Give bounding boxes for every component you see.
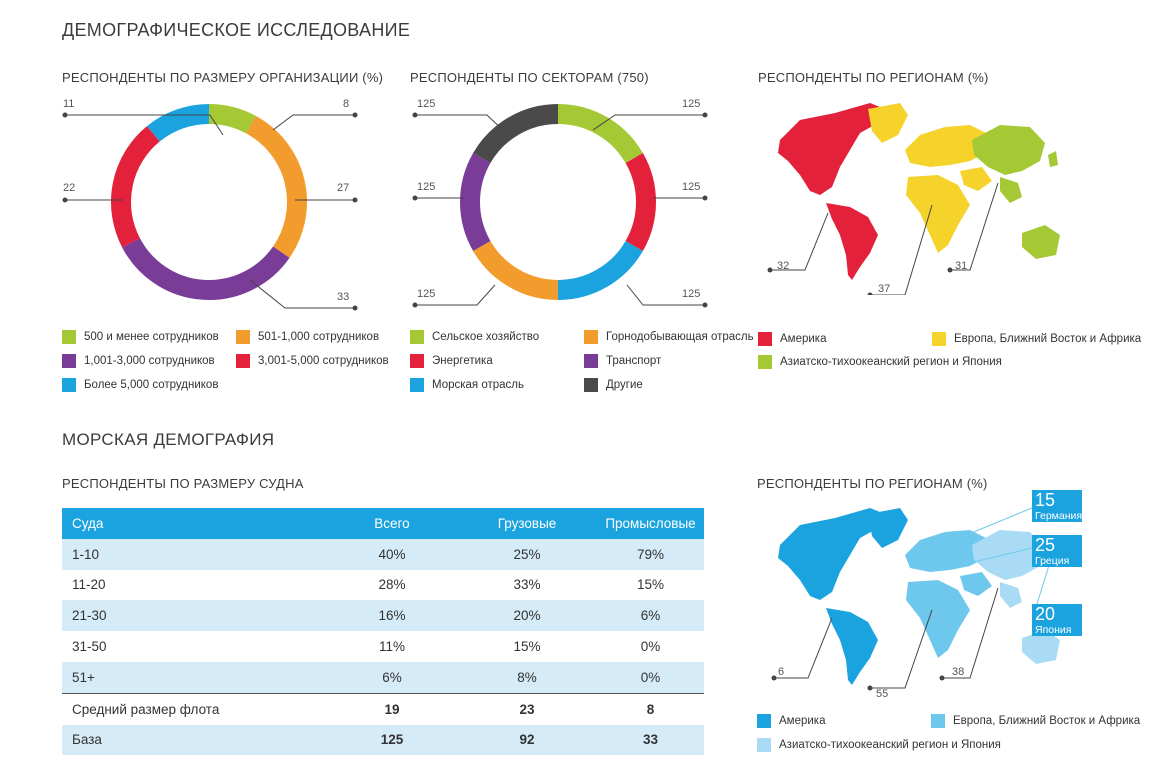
leader-lines [65, 114, 355, 309]
legend-item: 500 и менее сотрудников [62, 330, 219, 344]
donut-slice-1 [473, 240, 559, 300]
table-row: 1-10 40% 25% 79% [62, 538, 704, 570]
value-label: 125 [682, 98, 700, 110]
region-america [778, 508, 908, 685]
value-label-apac: 31 [955, 260, 967, 272]
donut-slice-4 [557, 240, 643, 300]
org-size-donut: 11 8 22 27 33 [62, 98, 358, 311]
vessel-size-title: РЕСПОНДЕНТЫ ПО РАЗМЕРУ СУДНА [62, 476, 304, 491]
swatch [236, 354, 250, 368]
legend-item: Энергетика [410, 354, 493, 368]
legend-item: Европа, Ближний Восток и Африка [932, 332, 1141, 346]
legend-item: Америка [758, 332, 826, 346]
value-label: 125 [682, 181, 700, 193]
region-greenland [868, 103, 908, 143]
value-label-america: 32 [777, 260, 789, 272]
legend-item: Азиатско-тихоокеанский регион и Япония [758, 355, 1002, 369]
base-row: База 125 92 33 [62, 724, 704, 756]
world-map-regions: 32 37 31 [767, 103, 1060, 295]
value-label-emea: 37 [878, 283, 890, 295]
world-map-maritime: 6 55 38 [771, 507, 1060, 700]
donut-slice-5 [473, 104, 559, 164]
value-label-america: 6 [778, 666, 784, 678]
value-label-emea: 55 [876, 688, 888, 700]
avg-fleet-row: Средний размер флота 19 23 8 [62, 692, 704, 725]
region-america [778, 103, 885, 280]
value-label-11: 11 [63, 98, 74, 110]
legend-item: Горнодобывающая отрасль [584, 330, 754, 344]
legend-item: 501-1,000 сотрудников [236, 330, 379, 344]
table-header: Суда Всего Грузовые Промысловые [62, 508, 704, 539]
legend-item: Сельское хозяйство [410, 330, 539, 344]
maritime-regions-title: РЕСПОНДЕНТЫ ПО РЕГИОНАМ (%) [757, 476, 988, 491]
value-label: 125 [417, 181, 435, 193]
value-label: 125 [417, 98, 435, 110]
value-label-27: 27 [337, 182, 349, 194]
region-apac [972, 530, 1060, 664]
callout-germany: 15 Германия [1032, 490, 1082, 522]
donut-slice-2 [122, 237, 290, 300]
region-emea [905, 125, 992, 253]
legend-item: Транспорт [584, 354, 661, 368]
value-label: 125 [417, 288, 435, 300]
table-row: 31-50 11% 15% 0% [72, 639, 661, 655]
donut-slice-3 [111, 126, 160, 248]
donut-slice-4 [147, 104, 210, 142]
table-row: 51+ 6% 8% 0% [62, 661, 704, 694]
table-row: 11-20 28% 33% 15% [72, 577, 665, 593]
donut-slice-0 [557, 104, 643, 164]
callout-greece: 25 Греция [1032, 535, 1082, 567]
donut-slice-1 [245, 115, 307, 258]
swatch [62, 378, 76, 392]
value-label-8: 8 [343, 98, 349, 110]
legend-item: 3,001-5,000 сотрудников [236, 354, 389, 368]
page-title: ДЕМОГРАФИЧЕСКОЕ ИССЛЕДОВАНИЕ [62, 20, 411, 40]
swatch [62, 354, 76, 368]
legend-item: 1,001-3,000 сотрудников [62, 354, 215, 368]
value-label-33: 33 [337, 291, 349, 303]
sectors-donut: 125 125 125 125 125 125 [412, 98, 708, 308]
org-size-title: РЕСПОНДЕНТЫ ПО РАЗМЕРУ ОРГАНИЗАЦИИ (%) [62, 70, 384, 85]
swatch [236, 330, 250, 344]
legend-item: Морская отрасль [410, 378, 524, 392]
regions-title: РЕСПОНДЕНТЫ ПО РЕГИОНАМ (%) [758, 70, 989, 85]
callout-japan: 20 Япония [1032, 604, 1082, 636]
legend-item: Азиатско-тихоокеанский регион и Япония [757, 738, 1001, 752]
legend-item: Более 5,000 сотрудников [62, 378, 218, 392]
legend-item: Америка [757, 714, 825, 728]
value-label-apac: 38 [952, 666, 964, 678]
value-label: 125 [682, 288, 700, 300]
swatch [62, 330, 76, 344]
region-apac [972, 125, 1060, 259]
legend-item: Другие [584, 378, 643, 392]
sectors-title: РЕСПОНДЕНТЫ ПО СЕКТОРАМ (750) [410, 70, 649, 85]
donut-slice-2 [625, 153, 656, 251]
vessel-size-table: Суда Всего Грузовые Промысловые 1-10 40%… [62, 508, 704, 756]
value-label-22: 22 [63, 182, 75, 194]
maritime-title: МОРСКАЯ ДЕМОГРАФИЯ [62, 430, 275, 449]
legend-item: Европа, Ближний Восток и Африка [931, 714, 1140, 728]
region-emea [905, 530, 992, 658]
donut-slice-0 [208, 104, 256, 134]
donut-slice-3 [460, 153, 491, 251]
table-row: 21-30 16% 20% 6% [62, 600, 704, 632]
